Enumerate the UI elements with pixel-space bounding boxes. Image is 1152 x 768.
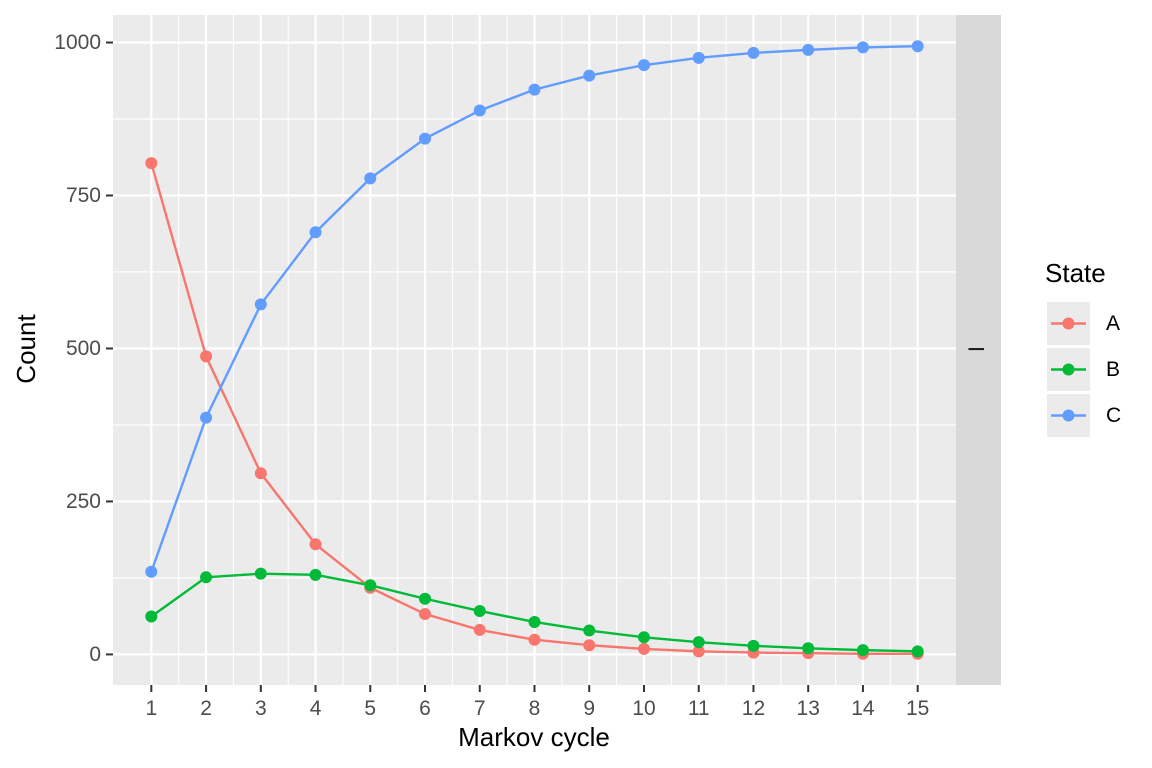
data-point-B	[528, 615, 541, 628]
data-point-B	[802, 642, 815, 655]
y-axis-title: Count	[11, 314, 41, 384]
series-points	[145, 40, 924, 660]
x-tick-label: 7	[474, 697, 486, 720]
data-point-B	[309, 568, 322, 581]
data-point-A	[473, 623, 486, 636]
x-tick-label: 6	[419, 697, 431, 720]
x-axis: 1 2 3 4 5 6 7 8 9 10 11 12 13 14 15	[145, 685, 929, 720]
data-point-C	[583, 69, 596, 82]
legend-key-point	[1062, 363, 1075, 376]
legend-title: State	[1045, 258, 1106, 288]
x-tick-label: 2	[200, 697, 212, 720]
legend-label: A	[1106, 312, 1120, 335]
data-point-A	[637, 642, 650, 655]
data-point-B	[419, 592, 432, 605]
y-tick-label: 0	[89, 643, 101, 666]
data-point-A	[200, 350, 213, 363]
x-tick-label: 5	[364, 697, 376, 720]
data-point-C	[309, 226, 322, 239]
data-point-A	[254, 467, 267, 480]
x-tick-label: 1	[145, 697, 157, 720]
y-tick-label: 750	[66, 184, 101, 207]
legend-key-point	[1062, 409, 1075, 422]
data-point-C	[802, 43, 815, 56]
x-tick-label: 15	[906, 697, 929, 720]
data-point-B	[856, 644, 869, 657]
y-tick-label: 250	[66, 490, 101, 513]
data-point-B	[254, 567, 267, 580]
y-tick-label: 1000	[54, 31, 101, 54]
data-point-A	[419, 608, 432, 621]
data-point-A	[145, 157, 158, 170]
legend-key-point	[1062, 317, 1075, 330]
x-axis-title: Markov cycle	[458, 722, 610, 752]
data-point-B	[473, 604, 486, 617]
y-axis: 0 250 500 750 1000	[54, 31, 113, 666]
data-point-A	[692, 645, 705, 658]
legend-label: C	[1106, 404, 1121, 427]
data-point-B	[747, 639, 760, 652]
data-point-B	[911, 645, 924, 658]
x-tick-label: 3	[255, 697, 267, 720]
x-tick-label: 9	[583, 697, 595, 720]
data-point-C	[911, 40, 924, 53]
data-point-A	[583, 639, 596, 652]
data-point-C	[856, 41, 869, 54]
x-tick-label: 13	[797, 697, 820, 720]
data-point-C	[747, 46, 760, 59]
major-gridlines-x	[150, 15, 919, 685]
data-point-B	[364, 579, 377, 592]
legend: State ABC	[1045, 258, 1121, 437]
facet-strip-label: I	[964, 346, 989, 352]
data-point-C	[528, 83, 541, 96]
x-tick-label: 11	[688, 697, 710, 720]
data-point-C	[473, 104, 486, 117]
data-point-B	[637, 631, 650, 644]
data-point-A	[309, 538, 322, 551]
data-point-A	[528, 633, 541, 646]
data-point-B	[692, 636, 705, 649]
data-point-C	[364, 172, 377, 185]
data-point-C	[637, 59, 650, 72]
data-point-C	[145, 565, 158, 578]
x-tick-label: 10	[632, 697, 655, 720]
x-tick-label: 14	[851, 697, 875, 720]
data-point-C	[200, 411, 213, 424]
data-point-B	[583, 624, 596, 637]
data-point-C	[692, 51, 705, 64]
data-point-C	[254, 298, 267, 311]
y-tick-label: 500	[66, 337, 101, 360]
data-point-B	[200, 571, 213, 584]
legend-label: B	[1106, 358, 1120, 381]
x-tick-label: 4	[310, 697, 322, 720]
data-point-C	[419, 132, 432, 145]
data-point-B	[145, 610, 158, 623]
x-tick-label: 8	[529, 697, 541, 720]
x-tick-label: 12	[742, 697, 765, 720]
facet-strip	[956, 15, 1001, 685]
